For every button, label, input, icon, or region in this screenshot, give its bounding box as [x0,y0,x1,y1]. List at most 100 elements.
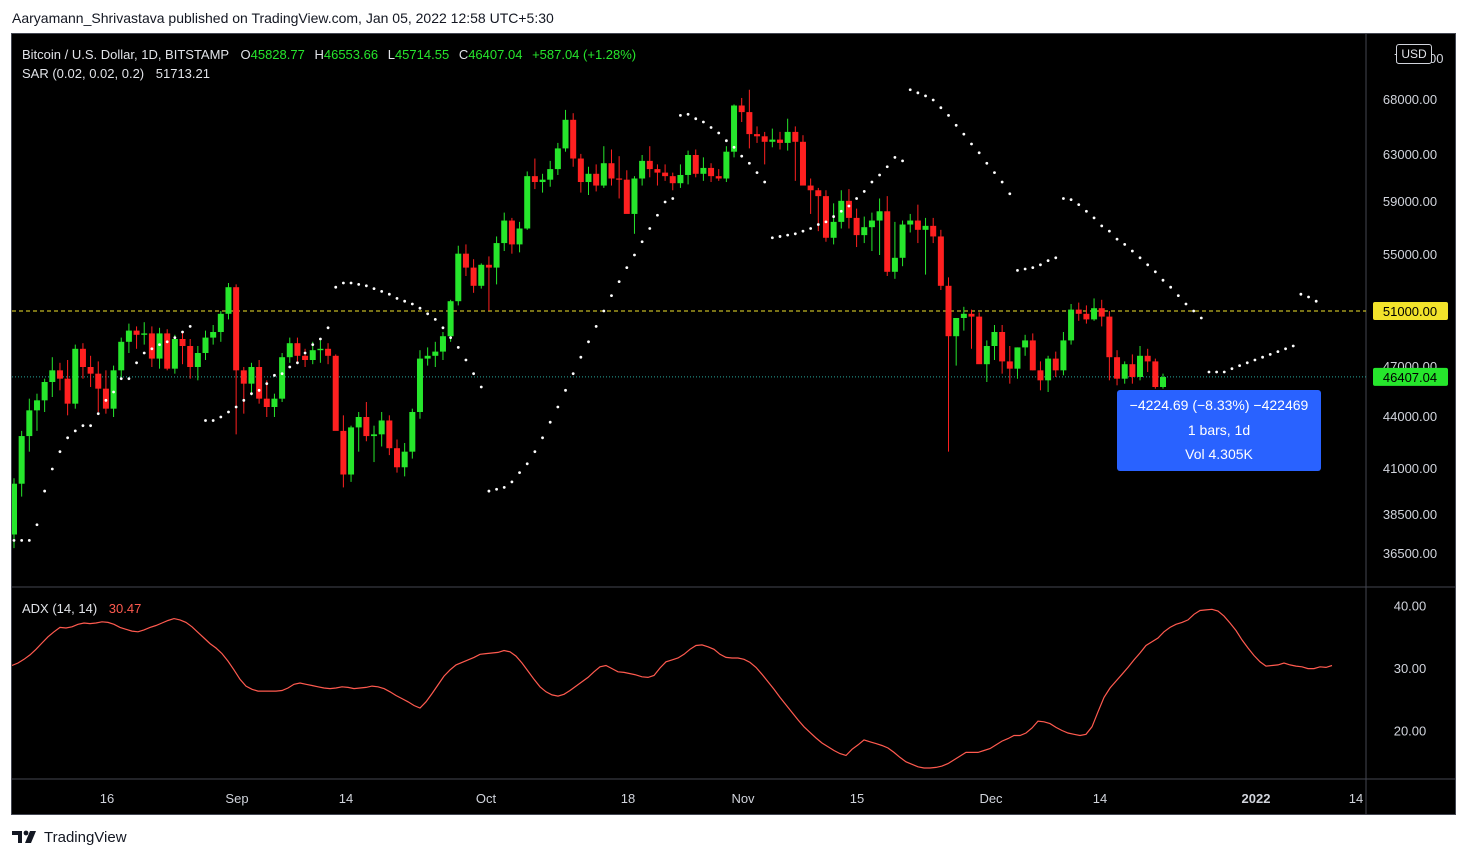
candle-body[interactable] [884,211,891,272]
candle-body[interactable] [738,105,745,113]
candle-body[interactable] [708,167,715,177]
candle-body[interactable] [240,370,247,384]
candle-body[interactable] [616,178,623,180]
candle-body[interactable] [677,174,684,184]
candle-body[interactable] [148,333,155,359]
candle-body[interactable] [1045,358,1052,381]
candle-body[interactable] [263,398,270,407]
candle-body[interactable] [194,353,201,367]
candle-body[interactable] [662,172,669,177]
candle-body[interactable] [455,253,462,302]
candle-body[interactable] [777,139,783,143]
candle-body[interactable] [1029,340,1036,371]
candle-body[interactable] [179,339,186,346]
candle-body[interactable] [1091,308,1098,320]
candle-body[interactable] [332,355,339,431]
candle-body[interactable] [715,176,722,179]
candle-body[interactable] [309,350,316,360]
candle-body[interactable] [133,330,140,335]
adx-axis[interactable]: 40.00 30.00 20.00 [1394,599,1427,739]
sar-indicator-label[interactable]: SAR (0.02, 0.02, 0.2) [22,66,144,81]
candle-body[interactable] [279,357,286,399]
candle-body[interactable] [692,155,699,174]
candle-body[interactable] [41,382,48,401]
candle-body[interactable] [102,388,109,409]
candle-body[interactable] [1152,361,1159,387]
candle-body[interactable] [12,483,17,535]
candle-body[interactable] [325,348,332,356]
candle-body[interactable] [493,243,500,268]
candle-body[interactable] [685,155,692,175]
candle-body[interactable] [1068,309,1075,341]
candle-body[interactable] [302,355,309,360]
candle-body[interactable] [485,264,492,268]
candle-body[interactable] [110,370,117,409]
candle-body[interactable] [830,221,837,238]
candle-body[interactable] [593,173,600,186]
candle-body[interactable] [501,220,508,244]
candle-body[interactable] [631,178,638,214]
candle-body[interactable] [531,176,538,183]
candle-body[interactable] [554,148,561,170]
candle-body[interactable] [845,200,852,218]
candle-body[interactable] [868,220,875,228]
candle-body[interactable] [746,112,753,135]
currency-badge[interactable]: USD [1396,44,1432,64]
candle-body[interactable] [225,287,232,314]
candle-body[interactable] [348,427,355,475]
candle-body[interactable] [317,348,324,351]
candle-body[interactable] [248,367,255,384]
chart-canvas[interactable]: 68000.0063000.0059000.0055000.0047000.00… [12,34,1455,814]
candle-body[interactable] [930,225,937,237]
candle-body[interactable] [217,313,224,332]
candle-body[interactable] [968,313,975,317]
candle-body[interactable] [723,151,730,179]
candle-body[interactable] [141,333,148,335]
symbol-title[interactable]: Bitcoin / U.S. Dollar, 1D, BITSTAMP [22,47,229,62]
candle-body[interactable] [945,285,952,337]
candle-body[interactable] [171,339,178,369]
candle-body[interactable] [769,139,776,142]
price-axis[interactable]: 68000.0063000.0059000.0055000.0047000.00… [1383,92,1437,561]
candle-body[interactable] [654,169,661,173]
candle-body[interactable] [792,131,799,142]
candle-body[interactable] [87,367,94,374]
candle-body[interactable] [202,337,209,353]
candle-body[interactable] [409,412,416,452]
candle-body[interactable] [761,136,768,142]
candle-body[interactable] [799,141,806,186]
candle-body[interactable] [539,179,546,183]
candle-body[interactable] [570,119,577,159]
candle-body[interactable] [853,217,860,236]
candle-body[interactable] [56,370,63,379]
candle-body[interactable] [363,417,370,437]
candle-body[interactable] [524,176,531,229]
candle-body[interactable] [922,225,929,230]
candle-body[interactable] [1098,308,1105,317]
candle-body[interactable] [1160,377,1166,387]
candle-body[interactable] [623,179,630,214]
candle-body[interactable] [1129,364,1136,377]
adx-indicator-label[interactable]: ADX (14, 14) [22,601,97,616]
candle-body[interactable] [1121,364,1128,379]
candle-body[interactable] [355,417,362,428]
candle-body[interactable] [577,158,584,183]
candle-body[interactable] [754,134,761,137]
candle-body[interactable] [470,267,477,286]
candle-body[interactable] [700,167,707,174]
candle-body[interactable] [876,211,883,221]
candle-body[interactable] [164,333,171,369]
candle-body[interactable] [861,227,868,236]
candle-body[interactable] [294,343,301,356]
candle-body[interactable] [340,430,347,475]
candle-body[interactable] [1006,361,1013,369]
candle-body[interactable] [807,185,814,191]
candle-body[interactable] [401,451,408,468]
candle-body[interactable] [669,176,676,184]
candle-body[interactable] [49,370,56,382]
candle-body[interactable] [1114,357,1121,379]
candle-body[interactable] [1144,355,1151,362]
candle-body[interactable] [1106,316,1113,358]
candle-body[interactable] [1037,370,1044,381]
candle-body[interactable] [937,236,944,286]
